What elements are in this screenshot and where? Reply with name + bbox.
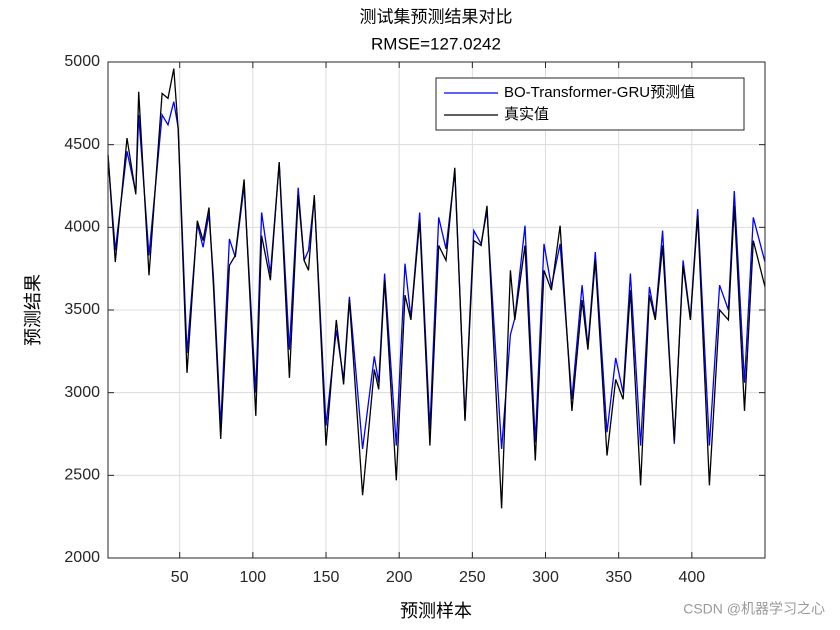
y-tick-label: 2000	[64, 549, 100, 566]
y-tick-label: 5000	[64, 53, 100, 70]
x-tick-label: 250	[459, 569, 486, 586]
legend-box	[435, 77, 745, 131]
x-tick-label: 300	[532, 569, 559, 586]
y-tick-label: 2500	[64, 467, 100, 484]
x-tick-label: 200	[386, 569, 413, 586]
x-axis-label: 预测样本	[400, 601, 472, 622]
x-tick-label: 100	[240, 569, 267, 586]
x-tick-label: 150	[313, 569, 340, 586]
y-tick-label: 3500	[64, 301, 100, 318]
x-tick-label: 400	[678, 569, 705, 586]
chart-subtitle: RMSE=127.0242	[371, 34, 501, 53]
x-tick-label: 350	[605, 569, 632, 586]
y-tick-label: 3000	[64, 384, 100, 401]
legend-label: BO-Transformer-GRU预测值	[504, 84, 695, 101]
series-line	[107, 68, 766, 509]
axes-box	[107, 61, 766, 559]
legend-label: 真实值	[504, 105, 549, 123]
y-tick-label: 4000	[64, 219, 100, 236]
watermark: CSDN @机器学习之心	[683, 601, 825, 617]
y-axis-label: 预测结果	[23, 274, 44, 346]
y-tick-label: 4500	[64, 136, 100, 153]
x-tick-label: 50	[171, 569, 189, 586]
chart-title: 测试集预测结果对比	[360, 8, 513, 28]
